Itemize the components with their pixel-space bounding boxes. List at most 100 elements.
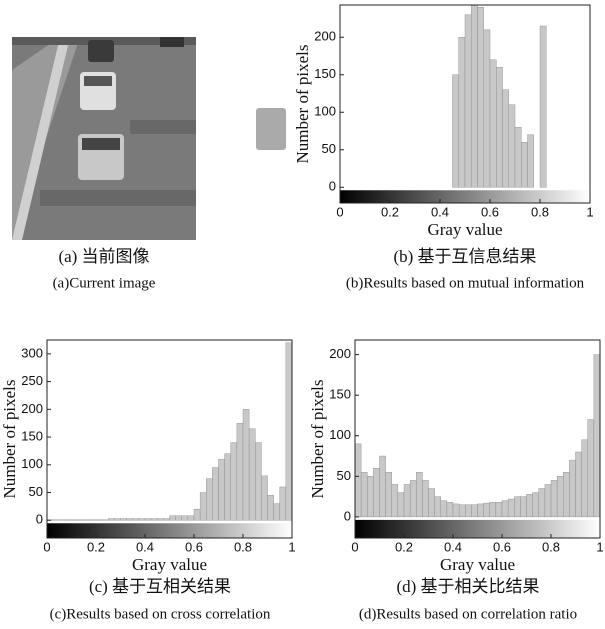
bar <box>224 453 231 521</box>
bar <box>471 4 478 188</box>
bar <box>556 476 564 518</box>
bar <box>126 518 133 521</box>
x-tick-label: 0 <box>336 204 343 219</box>
y-tick-label: 50 <box>337 468 351 483</box>
x-tick-label: 0.2 <box>395 539 413 554</box>
bar <box>403 484 411 518</box>
bar <box>230 442 238 521</box>
bar <box>163 518 170 521</box>
caption: (c) 基于互相关结果 <box>89 577 231 596</box>
bar <box>248 428 256 521</box>
bar <box>236 422 244 521</box>
gray-bar <box>355 519 600 538</box>
caption-en: (a)Current image <box>53 275 156 291</box>
gray-bar <box>340 190 590 203</box>
bar <box>187 515 195 521</box>
bar <box>527 134 534 188</box>
bar <box>465 504 472 518</box>
y-tick-label: 100 <box>329 427 351 442</box>
x-tick-label: 0.6 <box>185 539 203 554</box>
y-tick-label: 50 <box>29 484 43 499</box>
bar <box>452 74 459 188</box>
bar <box>138 518 146 521</box>
bar <box>83 519 91 521</box>
bar <box>385 472 392 518</box>
bar <box>483 29 491 188</box>
y-tick-label: 100 <box>314 104 336 119</box>
caption: (d) 基于相关比结果 <box>396 577 539 596</box>
caption: (b) 基于互信息结果 <box>393 247 536 266</box>
bar <box>550 480 558 518</box>
bar <box>65 519 72 521</box>
bar <box>581 439 588 518</box>
frame <box>339 4 591 204</box>
bar <box>360 472 368 518</box>
y-tick-label: 150 <box>329 387 351 402</box>
bar <box>373 468 380 518</box>
bar <box>157 518 164 521</box>
bar <box>71 519 78 521</box>
bar <box>569 459 576 518</box>
y-axis-label: Number of pixels <box>293 45 312 164</box>
bar <box>471 504 478 518</box>
bar <box>544 484 552 518</box>
bar <box>483 502 490 518</box>
bar <box>416 472 423 518</box>
bar <box>89 519 97 521</box>
x-tick-label: 0.8 <box>531 204 549 219</box>
bar <box>458 37 466 188</box>
bar <box>428 488 435 518</box>
bar <box>520 496 527 518</box>
road-image <box>12 37 286 240</box>
bar <box>464 14 472 188</box>
bar <box>199 492 207 521</box>
caption: (a) 当前图像 <box>58 247 149 266</box>
bar <box>587 419 595 518</box>
bar <box>434 496 441 518</box>
y-tick-label: 50 <box>322 141 336 156</box>
bar <box>279 486 287 521</box>
bar <box>95 519 103 521</box>
bar <box>77 519 84 521</box>
bar <box>489 59 497 188</box>
bar <box>477 7 484 188</box>
bar <box>440 500 448 518</box>
y-tick-label: 0 <box>36 512 43 527</box>
bar <box>539 25 547 188</box>
bar <box>379 455 386 518</box>
bar <box>193 508 201 521</box>
bar <box>563 472 570 518</box>
bar <box>496 67 503 188</box>
bar <box>532 492 539 518</box>
bar <box>507 498 515 518</box>
bar <box>508 104 516 188</box>
bar <box>446 502 454 518</box>
bar <box>489 502 497 518</box>
x-tick-label: 1 <box>288 539 295 554</box>
frame <box>354 339 601 539</box>
bar <box>181 515 189 521</box>
bar <box>169 515 176 521</box>
bar <box>495 502 503 518</box>
bar <box>212 467 219 521</box>
bar <box>391 484 399 518</box>
bar <box>242 409 250 521</box>
bar <box>101 519 109 521</box>
bar <box>514 496 521 518</box>
y-tick-label: 200 <box>314 29 336 44</box>
x-tick-label: 1 <box>596 539 603 554</box>
bar <box>52 519 60 521</box>
bar <box>267 495 274 521</box>
x-tick-label: 0.8 <box>542 539 560 554</box>
x-tick-label: 1 <box>586 204 593 219</box>
bar <box>354 443 362 518</box>
y-tick-label: 150 <box>21 428 43 443</box>
bar <box>285 342 293 521</box>
x-tick-label: 0 <box>43 539 50 554</box>
y-tick-label: 300 <box>21 345 43 360</box>
x-tick-label: 0 <box>351 539 358 554</box>
gray-bar <box>47 523 292 538</box>
bar <box>502 89 509 188</box>
bar <box>132 518 140 521</box>
